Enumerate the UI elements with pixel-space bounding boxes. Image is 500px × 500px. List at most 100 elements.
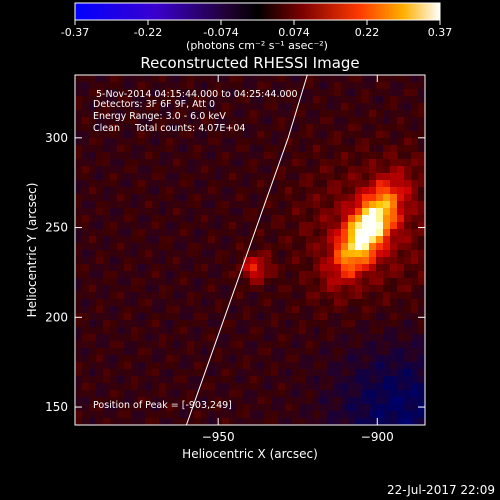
heatmap-cell xyxy=(320,166,327,173)
heatmap-cell xyxy=(82,327,89,334)
heatmap-cell xyxy=(348,75,355,82)
heatmap-cell xyxy=(194,229,201,236)
heatmap-cell xyxy=(194,271,201,278)
heatmap-cell xyxy=(376,117,383,124)
heatmap-cell xyxy=(152,236,159,243)
heatmap-cell xyxy=(180,264,187,271)
heatmap-cell xyxy=(110,341,117,348)
heatmap-cell xyxy=(236,201,243,208)
heatmap-cell xyxy=(96,110,103,117)
heatmap-cell xyxy=(299,383,306,390)
heatmap-cell xyxy=(187,145,194,152)
heatmap-cell xyxy=(236,292,243,299)
heatmap-cell xyxy=(334,124,341,131)
heatmap-cell xyxy=(390,243,397,250)
heatmap-cell xyxy=(390,383,397,390)
heatmap-cell xyxy=(243,369,250,376)
heatmap-cell xyxy=(418,131,425,138)
heatmap-cell xyxy=(145,201,152,208)
heatmap-cell xyxy=(236,117,243,124)
heatmap-cell xyxy=(173,173,180,180)
heatmap-cell xyxy=(299,117,306,124)
heatmap-cell xyxy=(411,369,418,376)
heatmap-cell xyxy=(313,271,320,278)
heatmap-cell xyxy=(327,418,334,425)
heatmap-cell xyxy=(159,110,166,117)
heatmap-cell xyxy=(166,299,173,306)
heatmap-cell xyxy=(110,334,117,341)
heatmap-cell xyxy=(355,362,362,369)
heatmap-cell xyxy=(376,257,383,264)
heatmap-cell xyxy=(257,173,264,180)
heatmap-cell xyxy=(75,411,82,418)
heatmap-cell xyxy=(299,96,306,103)
heatmap-cell xyxy=(96,411,103,418)
heatmap-cell xyxy=(264,327,271,334)
heatmap-cell xyxy=(96,236,103,243)
heatmap-cell xyxy=(362,355,369,362)
heatmap-cell xyxy=(411,334,418,341)
heatmap-cell xyxy=(334,376,341,383)
heatmap-cell xyxy=(411,180,418,187)
heatmap-cell xyxy=(278,124,285,131)
heatmap-cell xyxy=(103,243,110,250)
heatmap-cell xyxy=(362,173,369,180)
heatmap-cell xyxy=(138,411,145,418)
heatmap-cell xyxy=(138,75,145,82)
heatmap-cell xyxy=(376,341,383,348)
heatmap-cell xyxy=(117,208,124,215)
heatmap-cell xyxy=(278,75,285,82)
heatmap-cell xyxy=(124,390,131,397)
x-axis-ticks: −950−900−850 xyxy=(202,75,394,444)
heatmap-cell xyxy=(82,215,89,222)
heatmap-cell xyxy=(285,320,292,327)
heatmap-cell xyxy=(390,250,397,257)
heatmap-cell xyxy=(180,411,187,418)
heatmap-cell xyxy=(376,124,383,131)
heatmap-cell xyxy=(313,264,320,271)
heatmap-cell xyxy=(82,173,89,180)
heatmap-cell xyxy=(369,222,376,229)
heatmap-cell xyxy=(250,180,257,187)
heatmap-cell xyxy=(159,152,166,159)
heatmap-cell xyxy=(411,299,418,306)
heatmap-cell xyxy=(264,404,271,411)
heatmap-cell xyxy=(103,110,110,117)
heatmap-cell xyxy=(341,103,348,110)
heatmap-cell xyxy=(418,96,425,103)
heatmap-cell xyxy=(75,159,82,166)
heatmap-cell xyxy=(180,355,187,362)
heatmap-cell xyxy=(173,131,180,138)
heatmap-cell xyxy=(397,376,404,383)
heatmap-cell xyxy=(390,75,397,82)
heatmap-cell xyxy=(376,103,383,110)
heatmap-cell xyxy=(292,138,299,145)
heatmap-cell xyxy=(243,306,250,313)
heatmap-cell xyxy=(306,418,313,425)
heatmap-cell xyxy=(306,75,313,82)
heatmap-cell xyxy=(187,75,194,82)
heatmap-cell xyxy=(250,285,257,292)
heatmap-cell xyxy=(187,264,194,271)
heatmap-cell xyxy=(131,89,138,96)
heatmap-cell xyxy=(404,376,411,383)
heatmap-cell xyxy=(376,75,383,82)
heatmap-cell xyxy=(306,145,313,152)
heatmap-cell xyxy=(131,229,138,236)
heatmap-cell xyxy=(278,180,285,187)
heatmap-cell xyxy=(96,397,103,404)
heatmap-cell xyxy=(131,376,138,383)
heatmap-cell xyxy=(187,327,194,334)
heatmap-cell xyxy=(320,278,327,285)
heatmap-cell xyxy=(313,320,320,327)
heatmap-cell xyxy=(278,215,285,222)
heatmap-cell xyxy=(383,89,390,96)
heatmap-cell xyxy=(390,397,397,404)
heatmap-cell xyxy=(278,138,285,145)
heatmap-cell xyxy=(215,208,222,215)
heatmap-cell xyxy=(320,404,327,411)
heatmap-cell xyxy=(292,418,299,425)
heatmap-cell xyxy=(313,229,320,236)
heatmap-cell xyxy=(257,383,264,390)
heatmap-cell xyxy=(222,285,229,292)
